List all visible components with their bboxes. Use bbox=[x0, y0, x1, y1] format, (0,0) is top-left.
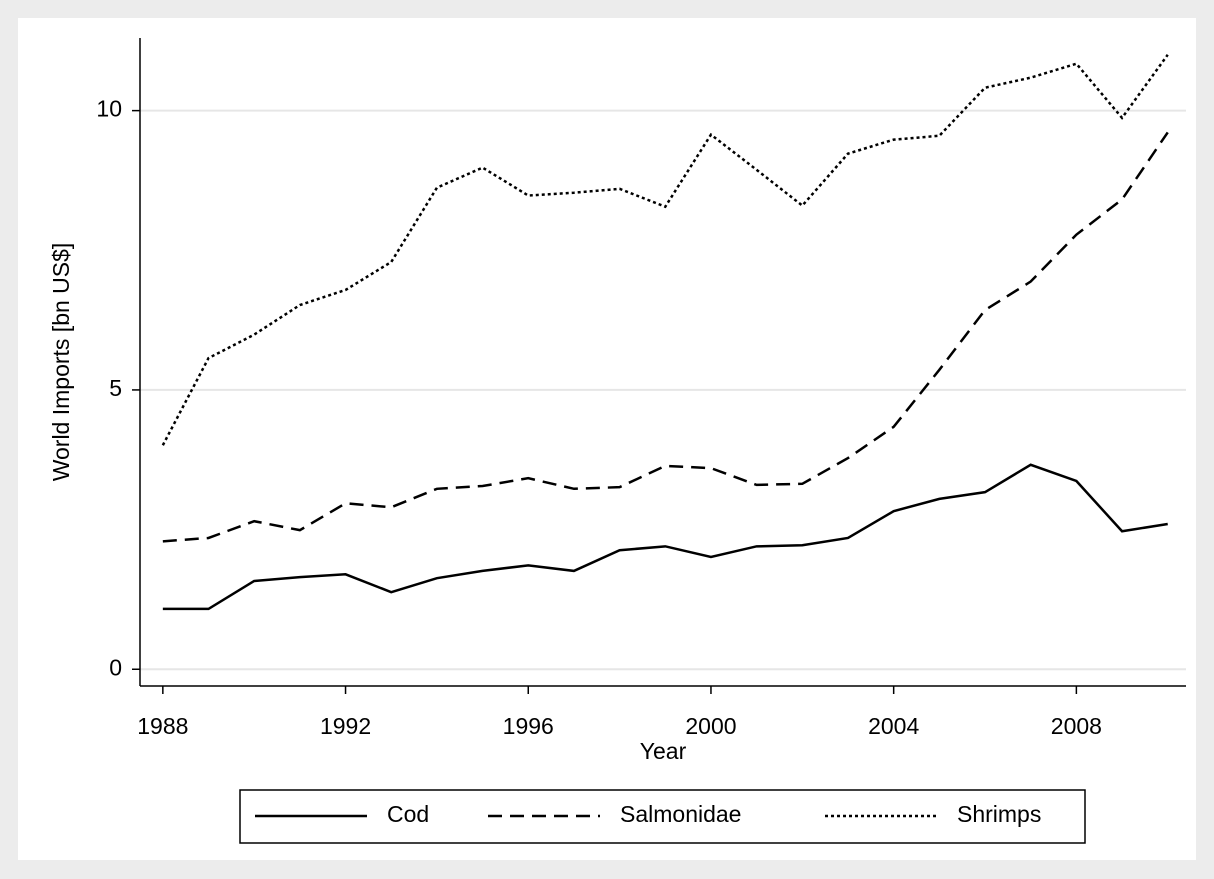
x-tick-label: 2000 bbox=[685, 713, 736, 739]
legend-label: Salmonidae bbox=[620, 801, 741, 827]
x-tick-label: 2008 bbox=[1051, 713, 1102, 739]
y-tick-label: 10 bbox=[96, 96, 122, 122]
series-line bbox=[162, 131, 1169, 543]
legend-box bbox=[239, 789, 1086, 844]
series-line bbox=[162, 463, 1168, 611]
legend-label: Shrimps bbox=[957, 801, 1041, 827]
x-tick-label: 2004 bbox=[868, 713, 919, 739]
x-tick-label: 1988 bbox=[137, 713, 188, 739]
y-axis-label: World Imports [bn US$] bbox=[48, 243, 74, 482]
x-tick-label: 1992 bbox=[320, 713, 371, 739]
series-line bbox=[161, 54, 1169, 446]
graph-region bbox=[18, 18, 1196, 860]
y-tick-label: 5 bbox=[109, 375, 122, 401]
y-tick-label: 0 bbox=[109, 654, 122, 680]
legend-label: Cod bbox=[387, 801, 429, 827]
x-tick-label: 1996 bbox=[503, 713, 554, 739]
x-axis-label: Year bbox=[640, 738, 687, 764]
